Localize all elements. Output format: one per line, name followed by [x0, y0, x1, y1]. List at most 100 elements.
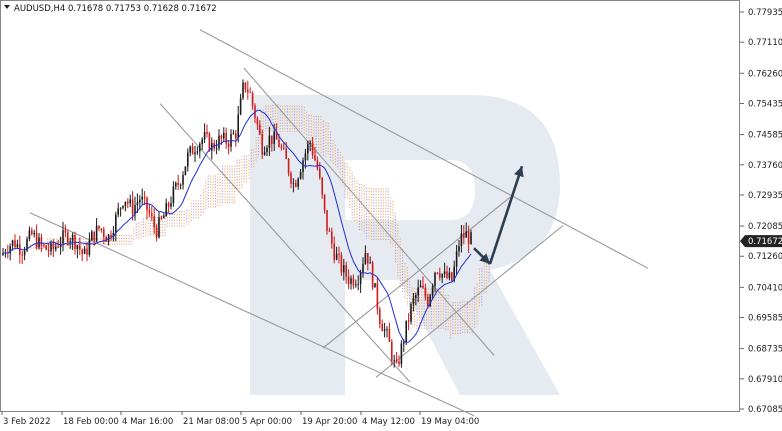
- candle-body: [292, 182, 295, 184]
- candle-body: [57, 246, 59, 248]
- forecast-arrow-head-icon: [514, 166, 524, 178]
- candle-body: [71, 234, 74, 242]
- candle-body: [91, 231, 93, 241]
- candle-body: [206, 132, 208, 134]
- trend-line-rising-channel-bottom[interactable]: [375, 225, 564, 378]
- candle-body: [259, 124, 261, 135]
- candle-body: [28, 230, 31, 240]
- candle-body: [93, 231, 95, 241]
- candle-body: [170, 203, 172, 207]
- candle-body: [131, 199, 134, 215]
- candle-body: [326, 210, 328, 231]
- candle-body: [163, 216, 165, 219]
- candle-body: [309, 142, 311, 145]
- candle-body: [319, 168, 321, 178]
- candle-body: [328, 230, 331, 232]
- y-tick-label: 0.75435: [748, 99, 782, 109]
- price-axis[interactable]: 0.77935 0.77110 0.76260 0.75435 0.74585 0.737…: [740, 8, 782, 415]
- candle-body: [463, 233, 465, 238]
- candle-body: [436, 272, 439, 274]
- candle-body: [415, 295, 417, 298]
- candle-body: [405, 320, 407, 343]
- y-tick-label: 0.73760: [748, 161, 782, 171]
- candle-body: [335, 253, 338, 260]
- candle-body: [299, 172, 302, 179]
- candle-body: [367, 253, 369, 264]
- candle-body: [189, 146, 191, 153]
- candle-body: [261, 134, 263, 155]
- candle-body: [287, 159, 290, 174]
- candle-body: [393, 360, 395, 361]
- brand-watermark-logo: [250, 95, 560, 395]
- trend-line-lower-channel-2[interactable]: [159, 103, 411, 383]
- x-tick-label: 18 Feb 00:00: [63, 417, 119, 427]
- candle-body: [237, 114, 239, 139]
- trend-line-upper-resistance-2[interactable]: [243, 67, 495, 356]
- candle-body: [9, 246, 11, 254]
- ma-line: [2, 109, 472, 343]
- candle-body: [448, 272, 451, 279]
- candle-body: [81, 249, 83, 254]
- y-tick-label: 0.77935: [748, 8, 782, 18]
- candle-body: [165, 203, 167, 217]
- candle-body: [455, 251, 458, 267]
- candle-body: [134, 204, 136, 215]
- y-tick-label: 0.76260: [748, 69, 782, 79]
- candle-body: [117, 208, 119, 215]
- candle-body: [386, 329, 388, 330]
- candle-body: [297, 178, 299, 187]
- y-tick-label: 0.72935: [748, 191, 782, 201]
- candle-body: [98, 225, 100, 229]
- plot-frame: [0, 0, 740, 412]
- x-tick-label: 5 Apr 00:00: [242, 417, 292, 427]
- candle-body: [285, 148, 287, 160]
- candle-body: [55, 246, 57, 250]
- candle-body: [316, 160, 319, 169]
- candle-body: [340, 254, 343, 273]
- candle-body: [88, 240, 91, 255]
- trend-line-lower-channel-1[interactable]: [29, 212, 475, 417]
- candle-body: [283, 147, 285, 149]
- candle-body: [105, 236, 107, 242]
- candle-body: [23, 250, 26, 256]
- candle-body: [40, 237, 43, 245]
- candle-body: [153, 216, 155, 228]
- candle-body: [31, 230, 33, 235]
- candle-body: [208, 133, 211, 151]
- candle-body: [50, 243, 52, 252]
- symbol-label: AUDUSD,H4: [14, 4, 65, 14]
- candle-body: [69, 241, 71, 243]
- candle-body: [167, 203, 170, 207]
- candle-body: [244, 82, 247, 90]
- candle-body: [220, 135, 223, 139]
- candle-body: [218, 135, 220, 149]
- candle-body: [148, 210, 151, 214]
- candle-body: [376, 283, 379, 310]
- candle-body: [410, 303, 412, 322]
- candle-body: [424, 287, 427, 297]
- candle-body: [311, 142, 314, 155]
- candle-body: [290, 173, 292, 184]
- candle-body: [338, 253, 340, 255]
- candle-body: [175, 182, 177, 187]
- candle-body: [122, 205, 124, 208]
- candle-body: [403, 342, 405, 344]
- candle-body: [127, 201, 129, 204]
- candle-body: [103, 229, 105, 237]
- candle-body: [446, 271, 448, 279]
- dropdown-triangle-icon[interactable]: [4, 5, 10, 9]
- candle-body: [333, 243, 335, 260]
- trend-line-rising-channel-top[interactable]: [322, 196, 511, 349]
- time-axis[interactable]: 3 Feb 2022 18 Feb 00:00 4 Mar 16:00 21 Mar …: [1, 411, 479, 427]
- candle-body: [263, 152, 266, 155]
- candle-body: [321, 177, 323, 195]
- trend-line-upper-resistance-1[interactable]: [199, 29, 649, 269]
- candle-body: [412, 297, 415, 304]
- candle-body: [139, 199, 141, 203]
- candle-body: [115, 214, 117, 233]
- candle-body: [458, 245, 460, 252]
- y-tick-label: 0.77110: [748, 38, 782, 48]
- candle-body: [179, 184, 182, 186]
